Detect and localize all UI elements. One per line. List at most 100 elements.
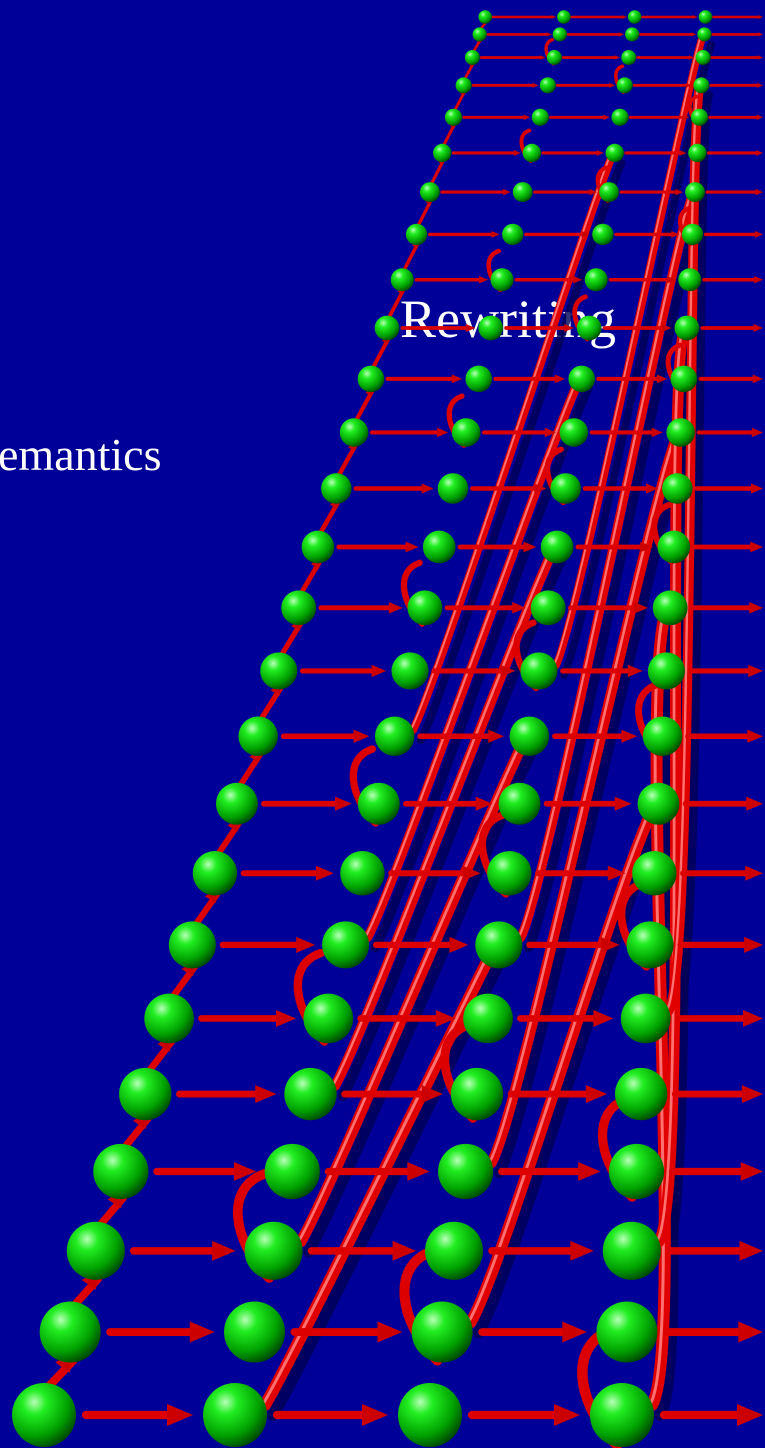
term-node — [584, 268, 608, 292]
term-node — [509, 716, 550, 756]
term-node — [215, 782, 258, 825]
rail-arrow — [354, 388, 375, 422]
horizontal-arrowhead — [737, 1404, 763, 1426]
term-node — [688, 143, 707, 163]
term-node — [520, 652, 558, 690]
rewrite-curve — [552, 30, 708, 670]
horizontal-arrowhead — [740, 1162, 763, 1181]
slide-subtitle-fragment: emantics — [0, 429, 162, 480]
horizontal-arrowhead — [353, 729, 370, 743]
term-node — [321, 473, 352, 504]
horizontal-arrowhead — [296, 936, 316, 953]
term-node — [522, 143, 542, 163]
horizontal-arrowhead — [479, 276, 488, 284]
term-node — [647, 652, 685, 690]
horizontal-arrowhead — [554, 374, 566, 384]
term-node — [681, 223, 704, 246]
term-node — [530, 590, 566, 626]
horizontal-arrowhead — [573, 276, 583, 284]
term-node — [539, 77, 556, 94]
rewrite-curve — [362, 374, 585, 943]
horizontal-arrowhead — [581, 230, 590, 238]
horizontal-arrowhead — [646, 483, 658, 494]
term-node — [478, 315, 504, 341]
rail-arrow — [430, 159, 445, 186]
horizontal-arrowhead — [275, 1010, 296, 1027]
term-node — [411, 1301, 473, 1363]
term-node — [596, 1301, 658, 1363]
term-node — [244, 1221, 303, 1280]
term-node — [12, 1383, 76, 1447]
term-node — [119, 1067, 172, 1121]
term-node — [662, 473, 693, 504]
horizontal-arrowhead — [212, 1240, 236, 1261]
rewrite-curve-highlight — [262, 941, 496, 1405]
term-node — [405, 223, 428, 246]
horizontal-arrowhead — [546, 32, 552, 37]
term-node — [168, 921, 216, 969]
horizontal-arrowhead — [551, 14, 557, 20]
horizontal-arrowhead — [679, 150, 687, 156]
horizontal-arrowhead — [634, 602, 648, 614]
term-node — [238, 716, 278, 756]
term-node — [637, 782, 680, 825]
horizontal-arrowhead — [691, 32, 697, 37]
horizontal-arrowhead — [475, 796, 493, 811]
rewrite-curve — [329, 541, 560, 1091]
horizontal-arrowhead — [589, 188, 597, 196]
rail-arrow — [416, 199, 433, 227]
horizontal-arrowhead — [622, 14, 627, 20]
term-node — [357, 782, 400, 825]
rail-arrow — [453, 90, 466, 112]
term-nodes — [12, 10, 713, 1447]
term-node — [559, 418, 589, 447]
term-node — [39, 1301, 101, 1363]
horizontal-arrowhead — [692, 14, 698, 20]
rewrite-curve — [486, 427, 684, 1169]
horizontal-arrowhead — [688, 55, 695, 60]
term-node — [678, 268, 702, 292]
horizontal-arrowhead — [752, 374, 763, 384]
horizontal-arrowhead — [757, 55, 763, 60]
horizontal-arrowhead — [392, 1240, 417, 1261]
term-node — [260, 652, 298, 690]
term-node — [339, 418, 369, 447]
horizontal-arrowhead — [627, 664, 643, 678]
horizontal-arrowhead — [465, 323, 476, 332]
term-node — [451, 418, 481, 447]
term-node — [444, 108, 463, 126]
horizontal-arrowhead — [578, 1162, 601, 1181]
horizontal-arrowhead — [593, 1010, 614, 1027]
horizontal-arrowhead — [686, 82, 692, 88]
term-node — [695, 50, 711, 65]
horizontal-arrowhead — [609, 82, 616, 88]
horizontal-arrowhead — [488, 729, 504, 743]
horizontal-arrowhead — [748, 664, 763, 678]
term-node — [590, 1383, 654, 1447]
rewrite-curve — [295, 730, 532, 1248]
term-node — [478, 10, 492, 24]
horizontal-arrowhead — [189, 1321, 215, 1343]
term-node — [203, 1383, 267, 1447]
horizontal-arrowhead — [746, 796, 763, 811]
horizontal-arrowhead — [603, 114, 610, 120]
rewrite-curve-highlight — [332, 544, 555, 1086]
horizontal-arrowhead — [564, 323, 574, 332]
horizontal-arrowhead — [755, 188, 763, 196]
term-node — [281, 590, 317, 626]
horizontal-arrowhead — [596, 150, 604, 156]
term-node — [674, 315, 700, 341]
term-node — [611, 108, 629, 126]
term-node — [540, 530, 574, 564]
horizontal-arrowhead — [462, 865, 481, 881]
horizontal-arrowhead — [503, 188, 511, 196]
term-node — [625, 27, 640, 42]
term-node — [608, 1143, 665, 1200]
horizontal-arrowhead — [532, 82, 539, 88]
term-node — [425, 1221, 484, 1280]
term-node — [357, 365, 385, 393]
term-node — [546, 50, 562, 65]
horizontal-arrowhead — [757, 82, 763, 88]
horizontal-arrows — [81, 14, 763, 1426]
